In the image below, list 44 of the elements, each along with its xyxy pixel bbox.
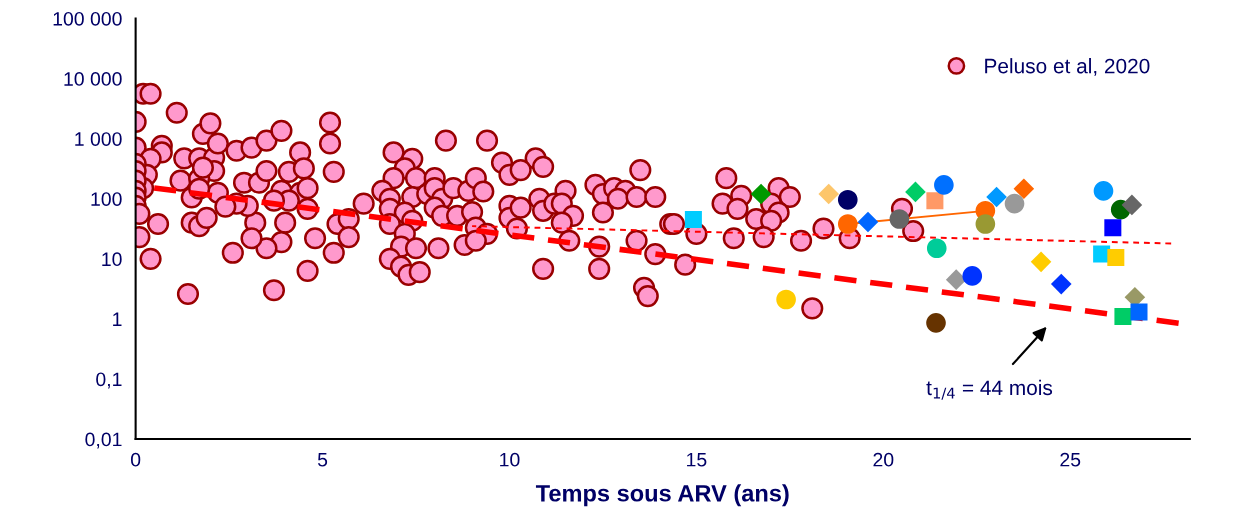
y-tick-label: 1 — [113, 312, 122, 326]
point — [1050, 273, 1072, 295]
point — [1030, 251, 1052, 273]
x-tick-label: 20 — [873, 452, 894, 467]
point — [905, 181, 926, 203]
x-tick-label: 5 — [317, 452, 328, 467]
point — [889, 209, 910, 229]
point — [750, 183, 772, 205]
point — [934, 175, 954, 195]
annotation: t$_{1/4}$ = 44 mois — [926, 379, 1053, 400]
y-tick-label: 0,1 — [96, 372, 122, 389]
point — [1013, 178, 1035, 199]
x-tick-label: 25 — [1060, 452, 1081, 467]
point — [837, 190, 858, 210]
point — [818, 183, 840, 205]
point — [926, 192, 944, 210]
point — [962, 266, 983, 286]
point — [684, 211, 702, 229]
point — [926, 313, 946, 333]
point — [1107, 249, 1125, 267]
x-axis-title: Temps sous ARV (ans) — [535, 484, 789, 507]
x-tick-label: 10 — [500, 452, 520, 467]
point — [986, 186, 1007, 208]
y-tick-label: 1 000 — [75, 132, 122, 146]
x-tick-label: 0 — [130, 452, 141, 467]
point — [945, 269, 967, 290]
point — [1104, 219, 1122, 237]
y-tick-label: 10 — [102, 252, 122, 267]
point — [926, 238, 947, 259]
y-tick-label: 100 000 — [53, 11, 122, 26]
y-tick-label: 100 — [91, 192, 122, 206]
y-tick-label: 10 000 — [64, 72, 122, 86]
point — [837, 214, 858, 234]
point — [1114, 307, 1132, 325]
x-tick-label: 15 — [687, 452, 707, 467]
point — [1004, 193, 1025, 214]
point — [975, 214, 996, 234]
point — [857, 211, 879, 233]
point — [1130, 303, 1148, 321]
point — [1093, 181, 1114, 201]
point — [1121, 194, 1143, 216]
legend-label: Peluso et al, 2020 — [985, 58, 1150, 76]
y-tick-label: 0,01 — [85, 432, 122, 449]
point — [776, 289, 796, 310]
